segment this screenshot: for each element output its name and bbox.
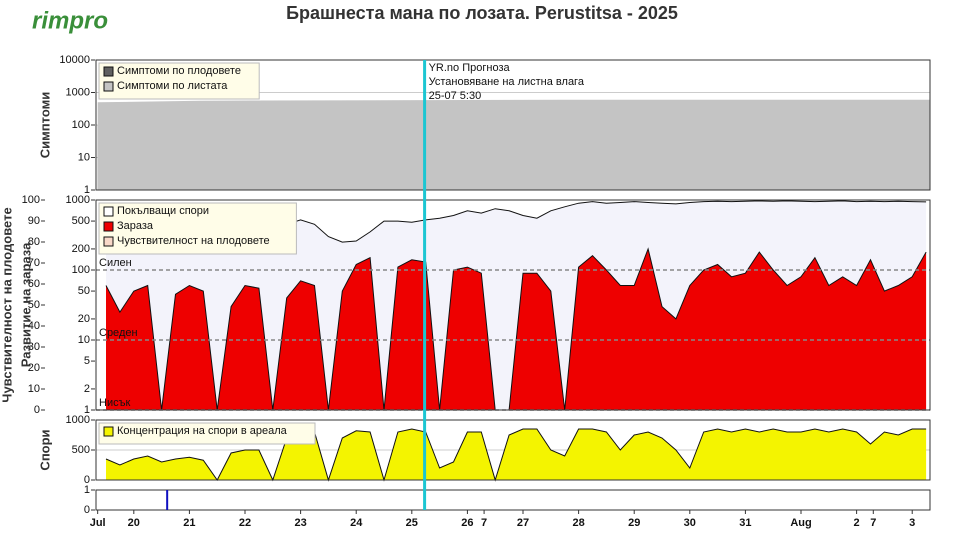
y-tick-label: 2 — [84, 383, 90, 395]
y-tick-label: 20 — [28, 362, 40, 374]
x-tick-label: 31 — [739, 517, 751, 529]
line — [105, 428, 927, 482]
y-tick-label: 1000 — [66, 86, 90, 98]
marker-label: YR.no Прогноза — [429, 62, 511, 74]
y-tick-label: 100 — [22, 194, 40, 206]
x-tick-label: 3 — [909, 517, 915, 529]
legend-label: Симптоми по листата — [117, 80, 228, 92]
y-tick-label: 100 — [72, 264, 90, 276]
x-tick-label: 2 — [854, 517, 860, 529]
line — [105, 247, 927, 411]
chart-title: Брашнеста мана по лозата. Perustitsa - 2… — [286, 3, 678, 23]
x-tick-label: 23 — [294, 517, 306, 529]
level-label: Нисък — [99, 397, 130, 409]
y-tick-label: 10 — [78, 151, 90, 163]
y-tick-label: 50 — [78, 285, 90, 297]
x-tick-label: 30 — [684, 517, 696, 529]
y-tick-label: 1000 — [66, 194, 90, 206]
x-tick-label: 21 — [183, 517, 195, 529]
legend-swatch — [103, 236, 114, 247]
level-label: Силен — [99, 257, 132, 269]
x-tick-label: 27 — [517, 517, 529, 529]
y-tick-label: 1 — [84, 404, 90, 416]
y-tick-label: 90 — [28, 215, 40, 227]
x-tick-label: 28 — [572, 517, 584, 529]
legend-swatch — [103, 221, 114, 232]
legend — [98, 62, 260, 100]
legend-label: Концентрация на спори в ареала — [117, 425, 288, 437]
y-tick-label: 40 — [28, 320, 40, 332]
y-tick-label: 500 — [72, 215, 90, 227]
legend-swatch — [103, 81, 114, 92]
y-tick-label: 80 — [28, 236, 40, 248]
y-tick-label: 100 — [72, 119, 90, 131]
y-tick-label: 5 — [84, 355, 90, 367]
y-tick-label: 0 — [34, 404, 40, 416]
legend-label: Чувствителност на плодовете — [117, 235, 270, 247]
y-tick-label: 1 — [84, 184, 90, 196]
y-tick-label: 30 — [28, 341, 40, 353]
y-axis-label: Симптоми — [37, 92, 52, 158]
y-tick-label: 0 — [84, 474, 90, 486]
y-tick-label: 10 — [78, 334, 90, 346]
x-tick-label: 26 — [461, 517, 473, 529]
legend-label: Покълващи спори — [117, 205, 209, 217]
panel-border — [95, 59, 931, 191]
level-label: Среден — [99, 327, 138, 339]
panel-border — [95, 199, 931, 411]
y-tick-label: 500 — [72, 444, 90, 456]
y-tick-label: 1 — [84, 484, 90, 496]
x-tick-label: 22 — [239, 517, 251, 529]
bar — [166, 490, 169, 510]
legend — [98, 422, 316, 445]
y-tick-label: 10000 — [59, 54, 90, 66]
legend-label: Симптоми по плодовете — [117, 65, 241, 77]
legend-swatch — [103, 66, 114, 77]
x-tick-label: 29 — [628, 517, 640, 529]
x-tick-label: Aug — [790, 517, 811, 529]
x-tick-label: 24 — [350, 517, 363, 529]
y-axis-label: Спори — [37, 429, 52, 470]
panel — [95, 489, 931, 511]
y-tick-label: 50 — [28, 299, 40, 311]
area — [106, 248, 927, 410]
legend-label: Зараза — [117, 220, 154, 232]
y-axis-label: Чувствителност на плодовете — [0, 207, 14, 402]
area — [97, 99, 930, 190]
x-tick-label: 7 — [481, 517, 487, 529]
x-tick-label: 25 — [406, 517, 418, 529]
y2-axis-label: Развитие на зараза — [18, 242, 33, 367]
logo: rimpro — [32, 7, 108, 34]
y-tick-label: 20 — [78, 313, 90, 325]
marker-label: 25-07 5:30 — [429, 90, 482, 102]
x-tick-label: 20 — [128, 517, 140, 529]
y-tick-label: 60 — [28, 278, 40, 290]
panel-border — [95, 419, 931, 481]
x-tick-label: Jul — [90, 517, 106, 529]
legend — [98, 202, 297, 255]
y-tick-label: 200 — [72, 243, 90, 255]
y-tick-label: 1000 — [66, 414, 90, 426]
legend-swatch — [103, 206, 114, 217]
y-tick-label: 0 — [84, 504, 90, 516]
x-tick-label: 7 — [870, 517, 876, 529]
y-tick-label: 10 — [28, 383, 40, 395]
marker-label: Установяване на листна влага — [429, 76, 585, 88]
y-tick-label: 70 — [28, 257, 40, 269]
legend-swatch — [103, 426, 114, 437]
